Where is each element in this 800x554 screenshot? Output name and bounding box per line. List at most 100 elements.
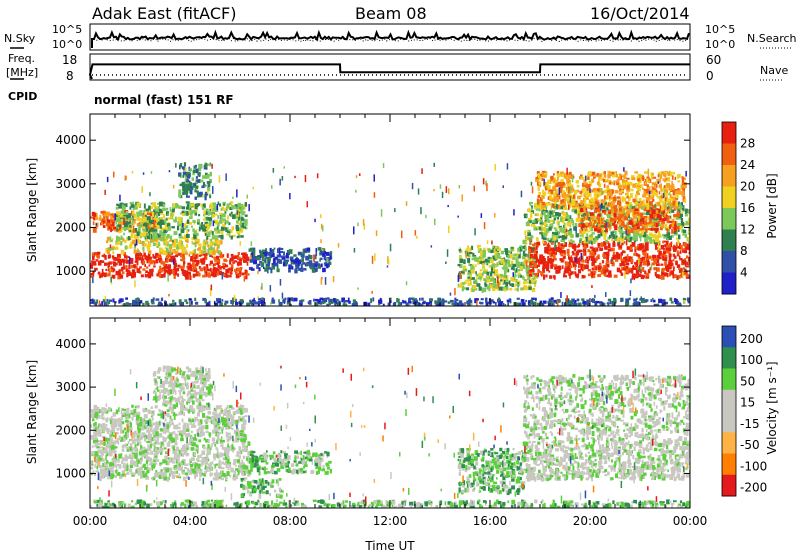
power-cell <box>608 199 611 202</box>
power-cell <box>329 255 332 260</box>
power-cell <box>635 183 640 186</box>
power-cell <box>216 259 221 264</box>
power-cell <box>158 221 162 225</box>
power-cell <box>607 272 612 277</box>
power-cell <box>539 300 543 306</box>
power-cell <box>606 251 610 256</box>
power-cell <box>522 264 526 269</box>
power-cell <box>582 235 585 239</box>
power-cell <box>290 259 294 263</box>
power-cell <box>162 250 167 256</box>
power-cell <box>147 235 150 239</box>
power-cell <box>535 258 540 263</box>
power-cell <box>570 190 573 193</box>
velocity-echo-region <box>90 438 251 482</box>
power-cell <box>170 256 173 260</box>
power-cell <box>268 267 272 270</box>
power-cell <box>467 270 472 274</box>
power-cell <box>488 265 492 268</box>
power-cell <box>564 197 567 201</box>
power-cell <box>538 181 541 185</box>
power-cell <box>276 258 281 264</box>
power-cell <box>550 258 555 263</box>
power-cell <box>90 216 94 219</box>
power-cell <box>104 189 106 195</box>
power-cell <box>529 201 533 205</box>
power-cell <box>674 246 678 250</box>
power-cell <box>482 178 485 185</box>
power-cell <box>195 232 199 237</box>
power-cell <box>563 239 566 245</box>
power-cell <box>684 268 687 272</box>
power-cell <box>625 298 630 303</box>
power-cell <box>158 269 161 273</box>
power-cell <box>158 269 163 273</box>
power-cell <box>130 264 135 269</box>
power-cell <box>165 239 167 242</box>
power-cell <box>191 177 194 181</box>
power-cell <box>663 254 668 260</box>
power-cell <box>683 242 686 245</box>
power-cell <box>260 262 265 268</box>
power-cell <box>200 179 204 183</box>
power-cell <box>408 298 411 303</box>
power-cell <box>534 273 538 277</box>
power-cell <box>528 286 532 291</box>
power-cell <box>193 203 196 209</box>
power-cell <box>152 231 157 235</box>
power-cell <box>133 245 137 249</box>
power-cell <box>515 283 519 286</box>
power-cell <box>603 265 607 268</box>
power-cell <box>660 263 664 266</box>
power-cell <box>474 279 477 285</box>
power-cell <box>162 273 166 278</box>
power-cell <box>682 270 687 276</box>
power-cell <box>315 252 318 256</box>
power-cell <box>571 298 575 303</box>
power-cell <box>617 218 621 222</box>
power-cell <box>478 259 481 262</box>
power-cell <box>597 207 601 213</box>
power-cell <box>566 266 571 270</box>
freq-right-tick-high: 60 <box>706 53 721 67</box>
power-cell <box>647 211 650 215</box>
power-colorbar-label: Power [dB] <box>765 173 779 238</box>
power-cell <box>514 288 517 291</box>
power-echo-region <box>248 247 333 274</box>
power-cell <box>486 271 490 277</box>
power-cell <box>268 256 271 262</box>
power-cell <box>583 251 585 256</box>
power-cell <box>240 222 245 228</box>
power-cell <box>212 272 217 276</box>
power-cell <box>406 303 409 306</box>
power-cell <box>676 237 678 240</box>
power-cell <box>182 271 187 276</box>
power-cell <box>185 301 189 305</box>
power-cell <box>206 181 211 184</box>
power-cell <box>652 239 655 242</box>
power-cell <box>273 264 276 267</box>
power-cell <box>556 235 560 239</box>
power-cell <box>525 241 528 246</box>
power-cell <box>662 251 667 255</box>
power-cell <box>128 256 131 265</box>
power-cell <box>530 181 533 186</box>
power-cell <box>682 196 686 200</box>
power-cell <box>604 273 607 277</box>
power-cell <box>539 227 543 231</box>
power-cell <box>314 218 316 223</box>
power-cell <box>121 258 125 262</box>
power-cell <box>552 210 556 214</box>
power-cell <box>314 261 319 267</box>
power-cell <box>163 214 165 219</box>
power-cell <box>619 269 622 273</box>
power-cell <box>229 213 232 216</box>
power-cell <box>112 251 115 254</box>
power-cell <box>463 259 466 265</box>
power-cell <box>181 206 185 210</box>
power-cell <box>308 260 313 265</box>
velocity-cell <box>222 453 226 456</box>
power-cell <box>164 269 169 273</box>
power-cell <box>553 236 557 241</box>
power-cell <box>582 242 585 248</box>
